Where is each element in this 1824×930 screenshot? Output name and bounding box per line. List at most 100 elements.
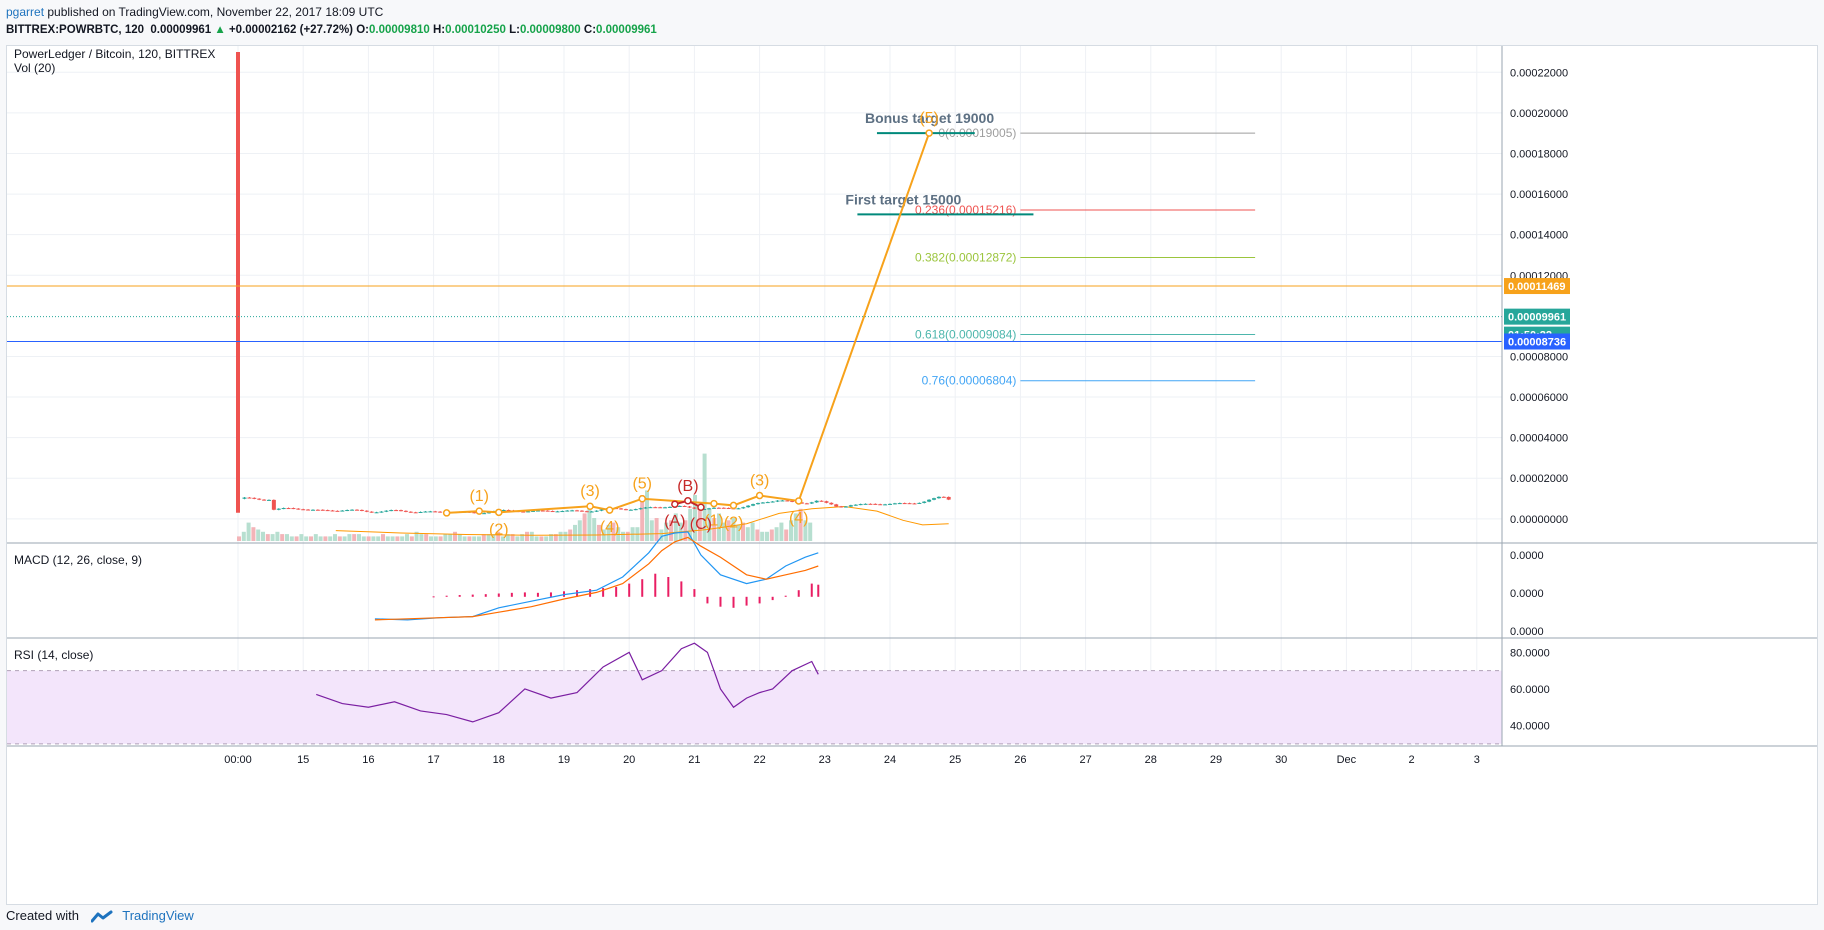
candle-body [814, 500, 819, 503]
candle-body [746, 505, 751, 508]
candle-body [589, 511, 594, 513]
candle-body [663, 507, 668, 509]
volume-bar [453, 531, 457, 541]
time-axis-tick: 27 [1079, 754, 1091, 766]
author-link[interactable]: pgarret [6, 5, 45, 19]
tradingview-logo-icon [90, 910, 113, 923]
volume-bar [664, 522, 669, 541]
candle-body [843, 506, 848, 508]
time-axis-tick: 18 [493, 754, 505, 766]
grid [7, 46, 1502, 746]
volume-bar [429, 536, 433, 541]
wave-pivot-dot [729, 501, 738, 510]
candle-body [501, 509, 506, 511]
macd-line [374, 531, 819, 621]
volume-bar [309, 536, 313, 541]
candle-body [736, 508, 741, 510]
volume-bar [361, 536, 366, 541]
candle-body [579, 510, 584, 512]
macd-histogram-bar [523, 592, 526, 597]
volume-bar [563, 531, 568, 541]
candle-body [418, 511, 423, 513]
volume-bar [333, 534, 337, 541]
candle-body [310, 509, 315, 511]
candle-body [374, 512, 379, 514]
volume-bar [438, 536, 443, 541]
candle-body [721, 507, 726, 509]
candle-body [790, 500, 795, 502]
candle-body [286, 508, 291, 510]
candle-body [570, 510, 575, 512]
volume-bar [755, 529, 760, 541]
volume-bar [558, 531, 563, 541]
time-axis-tick: 20 [623, 754, 635, 766]
macd-pane: 0.0000 0.0000 0.0000 [7, 531, 1817, 638]
candle-body [741, 507, 746, 509]
volume-bar [275, 531, 280, 541]
volume-bar [774, 527, 779, 541]
volume-bar [673, 513, 678, 541]
candle-body [521, 511, 526, 513]
elliott-wave-label: (1) [704, 513, 724, 530]
price-label-box [1504, 333, 1570, 350]
candle-body [892, 503, 897, 505]
macd-histogram-bar [497, 593, 500, 597]
target-label: First target 15000 [845, 191, 961, 207]
elliott-wave-label: (3) [580, 483, 600, 500]
chart-frame[interactable]: 0(0.00019005) 0.236(0.00015216) 0.382(0.00… [6, 45, 1818, 905]
volume-bar [697, 504, 702, 541]
candle-body [526, 511, 531, 513]
candle-body [853, 504, 858, 506]
volume-bar [750, 522, 755, 541]
time-axis-tick: 19 [558, 754, 570, 766]
price-axis-tick: 0.00014000 [1510, 230, 1568, 242]
macd-histogram-bar [458, 595, 461, 597]
volume-bar [515, 536, 520, 541]
elliott-wave-line [446, 132, 931, 514]
candle-body [765, 502, 770, 504]
volume-ma-line [335, 505, 949, 536]
volume-bar [328, 536, 333, 541]
volume-bar [443, 534, 448, 541]
volume-bar [803, 520, 808, 541]
price-axis-tick: 0.00016000 [1510, 189, 1568, 201]
candle-body [335, 510, 340, 512]
volume-bars [237, 453, 949, 541]
volume-bar [352, 534, 357, 541]
candle-body [623, 509, 628, 511]
candle-body [408, 511, 413, 513]
chart-canvas[interactable]: 0(0.00019005)0.236(0.00015216)0.382(0.00… [7, 46, 1817, 904]
candle-body [677, 505, 682, 507]
high-value: 0.00010250 [445, 24, 506, 36]
volume-bar [347, 534, 352, 541]
volume-bar [318, 536, 323, 541]
candle-body [824, 501, 829, 503]
candle-body [692, 507, 697, 509]
tradingview-brand[interactable]: TradingView [122, 908, 194, 923]
candle-body [354, 509, 359, 511]
macd-axis-tick: 0.0000 [1510, 550, 1544, 562]
wave-pivot-dot [442, 509, 451, 517]
wave-pivot-dot [605, 506, 614, 514]
rsi-pane-title: RSI (14, close) [14, 648, 93, 662]
volume-bar [520, 534, 525, 541]
time-axis-tick: 24 [884, 754, 896, 766]
rsi-axis-tick: 60.0000 [1510, 684, 1550, 696]
wave-pivot-dot [586, 502, 594, 510]
macd-histogram-bar [817, 584, 820, 597]
volume-bar [256, 529, 261, 541]
volume-bar [659, 529, 664, 541]
time-axis-tick: 21 [688, 754, 700, 766]
candle-body [873, 503, 878, 505]
candle-body [487, 512, 492, 514]
macd-histogram-bar [732, 596, 735, 608]
macd-histogram-bar [771, 596, 774, 601]
time-axis-tick: 00:00 [224, 754, 252, 766]
footer: Created with TradingView [6, 904, 194, 928]
volume-bar [289, 536, 294, 541]
elliott-wave-label: (5) [919, 110, 939, 127]
candle-body [711, 507, 716, 509]
candle-body [262, 499, 267, 501]
candle-body [883, 504, 888, 506]
high-label: H: [432, 24, 446, 36]
